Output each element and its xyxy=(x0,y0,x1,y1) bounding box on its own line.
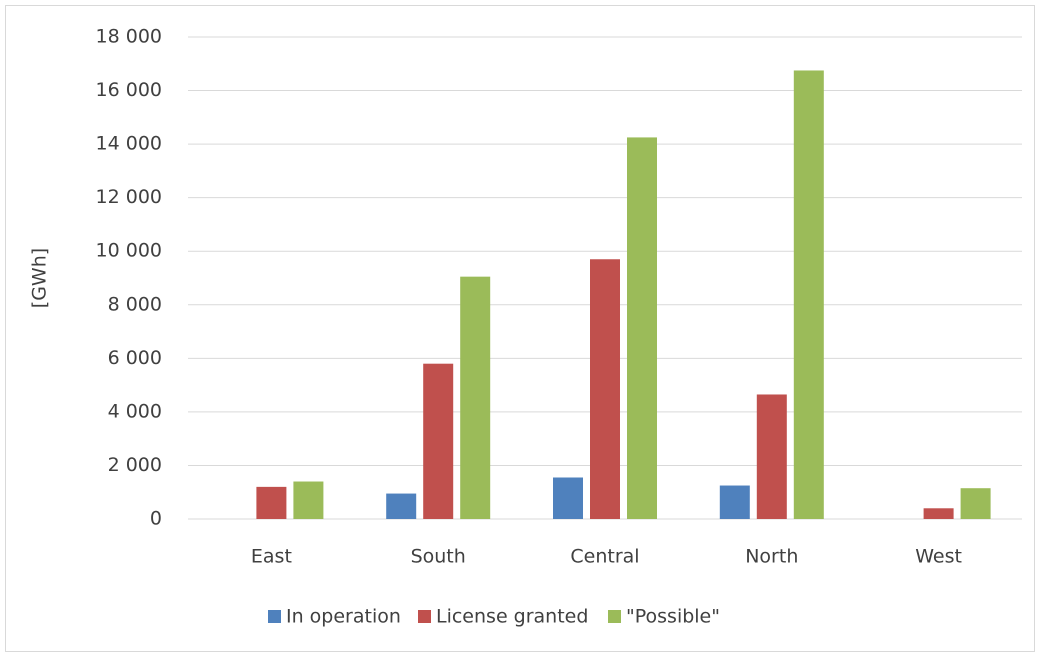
bar xyxy=(756,394,787,519)
bar xyxy=(590,259,620,519)
bar xyxy=(423,363,454,519)
legend-label: "Possible" xyxy=(626,606,720,628)
y-axis-label: [GWh] xyxy=(29,248,51,308)
y-tick-label: 16 000 xyxy=(96,79,162,101)
bar xyxy=(386,493,417,519)
legend-swatch xyxy=(418,610,431,623)
y-tick-label: 18 000 xyxy=(96,26,162,48)
x-tick-label: East xyxy=(251,546,292,568)
y-tick-label: 8 000 xyxy=(108,293,162,315)
bar xyxy=(553,477,583,519)
y-tick-label: 10 000 xyxy=(96,240,162,262)
bar xyxy=(460,276,491,519)
legend-label: License granted xyxy=(436,606,588,628)
bar xyxy=(719,485,750,519)
bar xyxy=(793,70,824,519)
y-tick-label: 2 000 xyxy=(108,454,162,476)
bar xyxy=(960,488,991,519)
y-tick-label: 12 000 xyxy=(96,186,162,208)
legend-swatch xyxy=(268,610,281,623)
bar xyxy=(256,486,287,519)
bar xyxy=(627,137,657,519)
y-tick-label: 14 000 xyxy=(96,133,162,155)
legend-label: In operation xyxy=(286,606,401,628)
x-tick-label: West xyxy=(915,546,962,568)
legend-swatch xyxy=(608,610,621,623)
y-tick-label: 6 000 xyxy=(108,347,162,369)
x-tick-label: Central xyxy=(570,546,639,568)
bar xyxy=(293,481,324,519)
bar xyxy=(923,508,954,519)
x-tick-label: South xyxy=(411,546,466,568)
y-tick-label: 0 xyxy=(150,508,162,530)
y-tick-label: 4 000 xyxy=(108,400,162,422)
chart-border xyxy=(5,5,1035,652)
x-tick-label: North xyxy=(745,546,798,568)
